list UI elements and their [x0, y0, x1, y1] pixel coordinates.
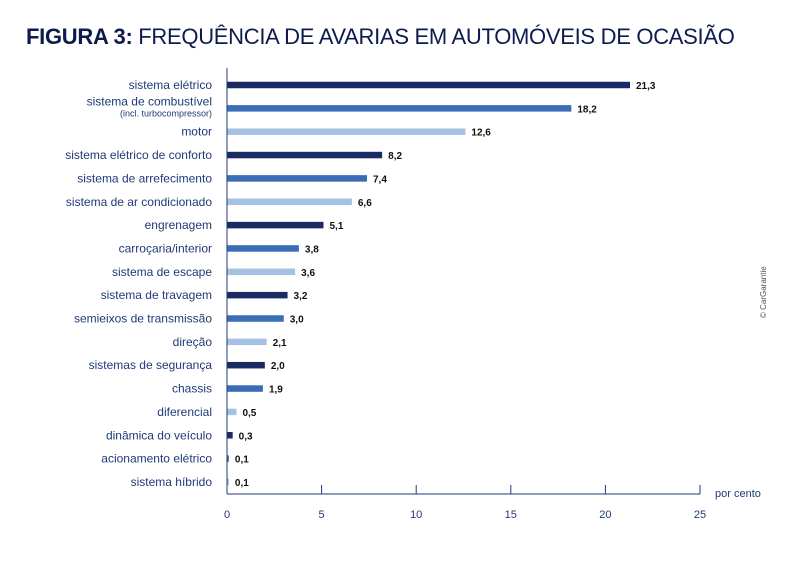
value-label: 2,0	[271, 361, 285, 372]
category-label: sistema de combustível	[87, 94, 212, 108]
value-label: 0,1	[235, 478, 249, 489]
value-label: 21,3	[636, 81, 656, 92]
category-note: (incl. turbocompressor)	[120, 108, 212, 118]
category-label: acionamento elétrico	[101, 452, 212, 466]
x-tick-label: 0	[224, 509, 230, 521]
value-label: 8,2	[388, 151, 402, 162]
value-label: 6,6	[358, 198, 372, 209]
category-labels: sistema elétrico sistema de combustível(i…	[65, 78, 212, 489]
chart-title-text: FREQUÊNCIA DE AVARIAS EM AUTOMÓVEIS DE O…	[138, 24, 735, 49]
value-label: 3,0	[290, 315, 304, 326]
value-labels: 21,3 18,2 12,6 8,2 7,4 6,6 5,1 3,8 3,6 3,2 3,0 2,1 2…	[235, 81, 656, 489]
bar	[227, 361, 265, 369]
credit-text: © CarGarantie	[759, 266, 768, 318]
category-label: motor	[181, 125, 212, 139]
x-tick-label: 5	[319, 509, 325, 521]
category-label: sistema elétrico	[129, 78, 213, 92]
value-label: 12,6	[471, 128, 491, 139]
bar	[227, 175, 368, 182]
value-label: 0,3	[239, 431, 253, 442]
bar	[227, 245, 299, 252]
bar	[227, 268, 296, 276]
bar	[227, 455, 229, 462]
value-label: 0,5	[242, 408, 256, 419]
bar	[227, 385, 263, 392]
axes: 0 5 10 15 20 25	[224, 68, 706, 521]
bar	[227, 81, 630, 89]
x-axis-unit-label: por cento	[715, 488, 761, 500]
value-label: 3,6	[301, 268, 315, 279]
category-label: carroçaria/interior	[119, 241, 212, 255]
x-tick-label: 15	[505, 509, 517, 521]
category-label: semieixos de transmissão	[74, 312, 212, 326]
bar	[227, 432, 233, 439]
bar	[227, 105, 572, 112]
value-label: 3,2	[294, 291, 308, 302]
category-label: sistema de escape	[112, 265, 212, 279]
bars	[227, 81, 630, 486]
category-label: sistema de arrefecimento	[77, 171, 212, 185]
category-label: engrenagem	[145, 218, 212, 232]
bar	[227, 128, 466, 135]
category-label: chassis	[172, 382, 212, 396]
bar	[227, 221, 324, 229]
category-label: sistema de ar condicionado	[66, 195, 212, 209]
value-label: 5,1	[329, 221, 343, 232]
chart-title-prefix: FIGURA 3:	[26, 24, 133, 49]
bar	[227, 338, 267, 346]
bar	[227, 291, 288, 299]
category-label: sistema híbrido	[131, 475, 213, 489]
value-label: 18,2	[577, 104, 597, 115]
category-label: direção	[173, 335, 213, 349]
value-label: 3,8	[305, 244, 319, 255]
x-tick-label: 10	[410, 509, 422, 521]
value-label: 2,1	[273, 338, 287, 349]
value-label: 7,4	[373, 174, 387, 185]
category-label: sistemas de segurança	[89, 358, 213, 372]
value-label: 1,9	[269, 385, 283, 396]
chart-title: FIGURA 3: FREQUÊNCIA DE AVARIAS EM AUTOM…	[26, 24, 735, 50]
bar	[227, 478, 229, 486]
bar	[227, 315, 284, 322]
bar	[227, 198, 352, 205]
x-tick-label: 25	[694, 509, 706, 521]
category-label: sistema de travagem	[101, 288, 212, 302]
value-label: 0,1	[235, 455, 249, 466]
category-label: diferencial	[157, 405, 212, 419]
x-tick-label: 20	[599, 509, 611, 521]
bar	[227, 408, 237, 416]
category-label: dinâmica do veículo	[106, 428, 212, 442]
category-label: sistema elétrico de conforto	[65, 148, 212, 162]
bar	[227, 151, 383, 159]
